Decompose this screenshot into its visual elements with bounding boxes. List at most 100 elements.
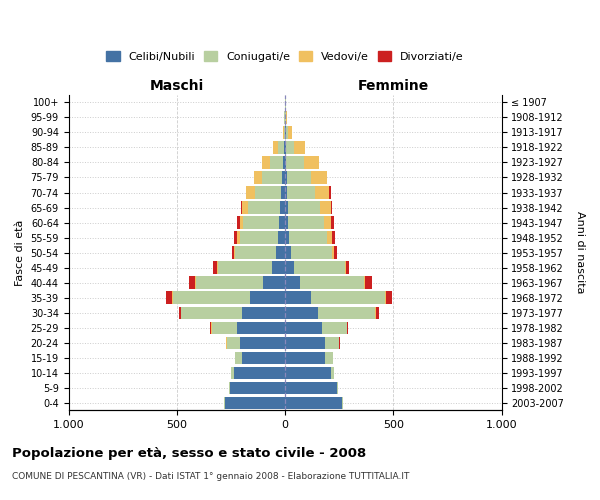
Bar (329, 186, 331, 198)
Bar (262, 156, 270, 168)
Bar (234, 366, 285, 379)
Bar (325, 352, 333, 364)
Bar (181, 306, 242, 319)
Legend: Celibi/Nubili, Coniugati/e, Vedovi/e, Divorziati/e: Celibi/Nubili, Coniugati/e, Vedovi/e, Di… (102, 47, 469, 66)
Bar (320, 202, 331, 213)
Bar (218, 262, 272, 274)
Bar (241, 202, 242, 213)
Bar (242, 352, 285, 364)
Bar (346, 262, 349, 274)
Bar (285, 306, 317, 319)
Bar (285, 142, 286, 154)
Bar (278, 232, 285, 243)
Bar (332, 246, 334, 258)
Bar (295, 142, 305, 154)
Bar (285, 202, 288, 213)
Bar (263, 276, 285, 289)
Bar (286, 112, 287, 124)
Bar (337, 382, 338, 394)
Bar (294, 262, 344, 274)
Y-axis label: Fasce di età: Fasce di età (15, 220, 25, 286)
Bar (280, 202, 285, 213)
Bar (235, 352, 242, 364)
Bar (229, 382, 230, 394)
Bar (262, 172, 282, 183)
Bar (250, 292, 285, 304)
Bar (364, 276, 365, 289)
Y-axis label: Anni di nascita: Anni di nascita (575, 212, 585, 294)
Bar (285, 396, 343, 409)
Bar (232, 246, 234, 258)
Bar (238, 232, 239, 243)
Bar (331, 216, 334, 228)
Bar (311, 292, 385, 304)
Bar (238, 322, 285, 334)
Text: Popolazione per età, sesso e stato civile - 2008: Popolazione per età, sesso e stato civil… (12, 448, 366, 460)
Bar (285, 322, 322, 334)
Bar (376, 306, 379, 319)
Bar (246, 186, 255, 198)
Bar (304, 156, 319, 168)
Bar (331, 202, 332, 213)
Bar (189, 276, 195, 289)
Bar (285, 292, 311, 304)
Bar (285, 382, 337, 394)
Bar (287, 172, 311, 183)
Bar (224, 396, 285, 409)
Bar (212, 262, 217, 274)
Bar (324, 216, 331, 228)
Bar (332, 232, 335, 243)
Bar (285, 276, 300, 289)
Bar (235, 246, 277, 258)
Bar (300, 276, 364, 289)
Bar (311, 172, 327, 183)
Bar (239, 232, 278, 243)
Bar (273, 142, 278, 154)
Bar (281, 186, 285, 198)
Bar (285, 366, 331, 379)
Bar (285, 232, 289, 243)
Bar (231, 366, 234, 379)
Bar (172, 292, 173, 304)
Bar (278, 142, 284, 154)
Bar (179, 306, 181, 319)
Bar (287, 186, 316, 198)
Bar (285, 156, 286, 168)
Bar (227, 336, 239, 349)
Bar (238, 216, 239, 228)
Bar (344, 262, 346, 274)
Bar (212, 322, 238, 334)
Bar (196, 276, 263, 289)
Bar (254, 172, 262, 183)
Bar (328, 232, 332, 243)
Bar (290, 246, 332, 258)
Bar (285, 262, 294, 274)
Bar (278, 216, 285, 228)
Bar (285, 336, 325, 349)
Bar (270, 156, 283, 168)
Bar (243, 216, 278, 228)
Bar (239, 336, 285, 349)
Bar (347, 322, 349, 334)
Bar (277, 246, 285, 258)
Bar (334, 246, 337, 258)
Bar (331, 366, 334, 379)
Bar (239, 216, 243, 228)
Bar (166, 292, 172, 304)
Bar (234, 232, 238, 243)
Bar (286, 126, 288, 138)
Text: COMUNE DI PESCANTINA (VR) - Dati ISTAT 1° gennaio 2008 - Elaborazione TUTTITALIA: COMUNE DI PESCANTINA (VR) - Dati ISTAT 1… (12, 472, 409, 481)
Bar (285, 172, 287, 183)
Bar (316, 186, 329, 198)
Bar (234, 246, 235, 258)
Bar (242, 202, 248, 213)
Bar (285, 216, 289, 228)
Bar (285, 186, 287, 198)
Bar (286, 142, 295, 154)
Bar (242, 306, 285, 319)
Bar (289, 232, 328, 243)
Bar (289, 216, 324, 228)
Bar (284, 142, 285, 154)
Bar (285, 352, 325, 364)
Bar (365, 276, 371, 289)
